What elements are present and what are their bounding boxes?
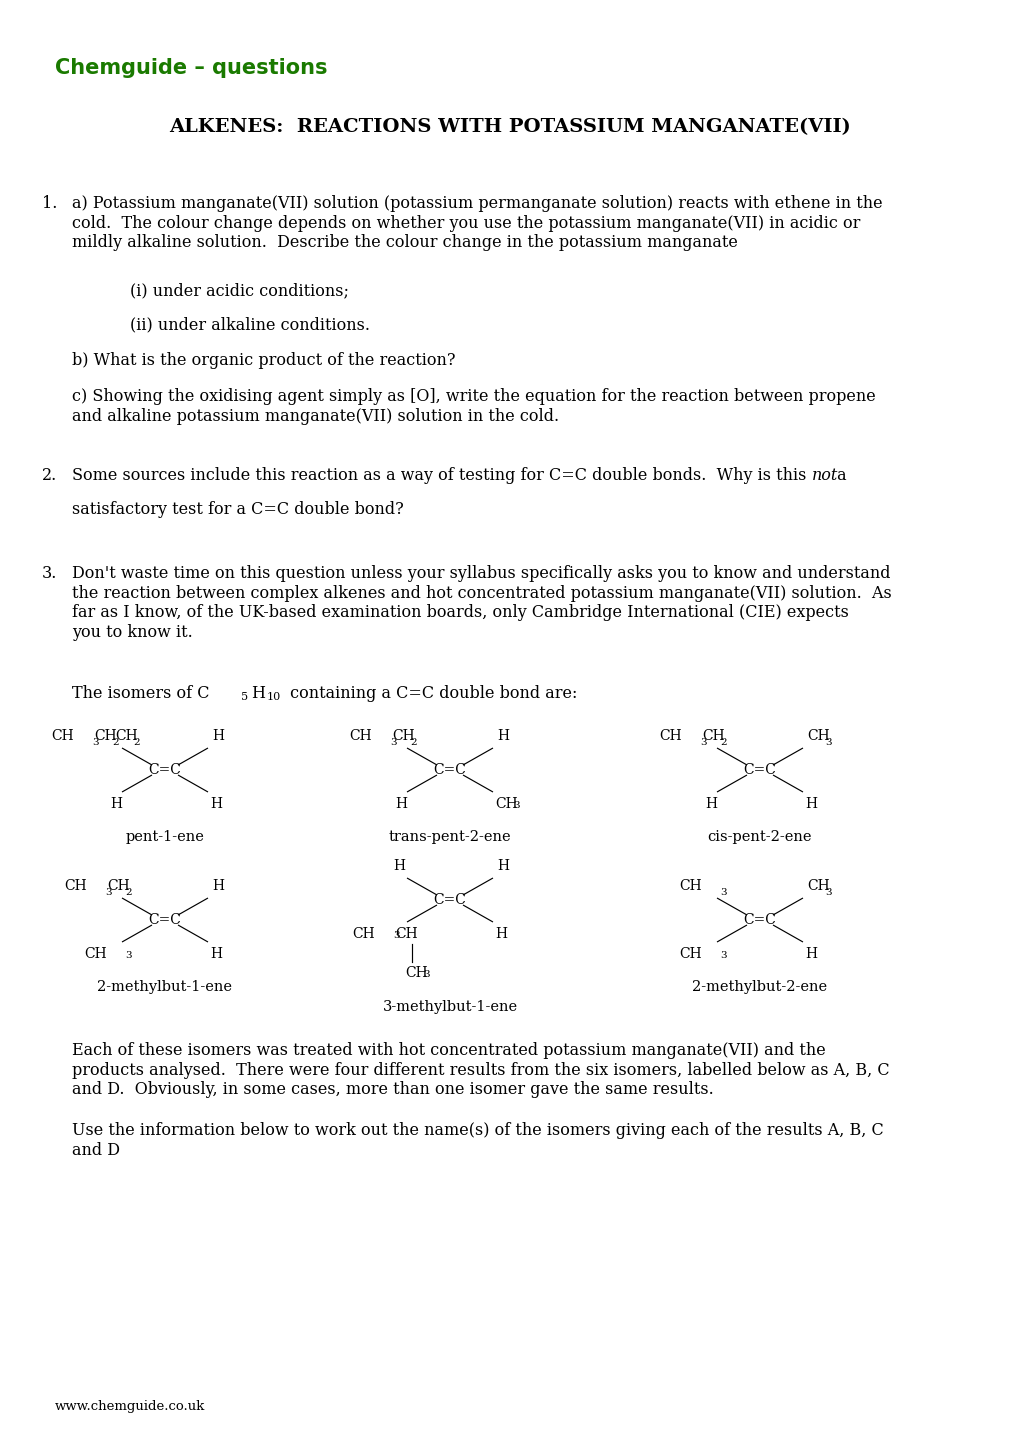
Text: Don't waste time on this question unless your syllabus specifically asks you to : Don't waste time on this question unless… [72,566,891,641]
Text: 3: 3 [824,887,830,898]
Text: C=C: C=C [149,913,181,926]
Text: CH: CH [806,879,828,893]
Text: a) Potassium manganate(VII) solution (potassium permanganate solution) reacts wi: a) Potassium manganate(VII) solution (po… [72,195,881,251]
Text: pent-1-ene: pent-1-ene [125,830,204,844]
Text: C=C: C=C [743,913,775,926]
Text: 10: 10 [267,693,281,701]
Text: 3: 3 [824,737,830,747]
Text: CH: CH [352,926,375,941]
Text: a: a [832,468,846,483]
Text: CH: CH [701,729,723,743]
Text: not: not [811,468,838,483]
Text: 3: 3 [719,951,726,960]
Text: CH: CH [94,729,116,743]
Text: 2-methylbut-2-ene: 2-methylbut-2-ene [692,980,826,994]
Text: CH: CH [51,729,74,743]
Text: 3: 3 [423,970,429,978]
Text: H: H [210,947,222,961]
Text: H: H [392,859,405,873]
Text: 2: 2 [132,737,140,747]
Text: 2: 2 [112,737,118,747]
Text: H: H [496,729,508,743]
Text: 2-methylbut-1-ene: 2-methylbut-1-ene [98,980,232,994]
Text: (i) under acidic conditions;: (i) under acidic conditions; [129,281,348,299]
Text: H: H [212,729,224,743]
Text: 3-methylbut-1-ene: 3-methylbut-1-ene [382,1000,517,1014]
Text: 3: 3 [389,737,396,747]
Text: c) Showing the oxidising agent simply as [O], write the equation for the reactio: c) Showing the oxidising agent simply as… [72,388,875,424]
Text: 3: 3 [699,737,706,747]
Text: H: H [394,797,407,811]
Text: CH: CH [658,729,682,743]
Text: CH: CH [85,947,107,961]
Text: CH: CH [494,797,517,811]
Text: 2: 2 [410,737,416,747]
Text: 2: 2 [125,887,131,898]
Text: H: H [494,926,506,941]
Text: H: H [804,797,816,811]
Text: 3: 3 [92,737,99,747]
Text: CH: CH [350,729,372,743]
Text: CH: CH [115,729,138,743]
Text: H: H [804,947,816,961]
Text: CH: CH [679,947,701,961]
Text: 3: 3 [125,951,131,960]
Text: C=C: C=C [743,763,775,776]
Text: H: H [496,859,508,873]
Text: cis-pent-2-ene: cis-pent-2-ene [707,830,811,844]
Text: The isomers of C: The isomers of C [72,685,209,701]
Text: trans-pent-2-ene: trans-pent-2-ene [388,830,511,844]
Text: 3.: 3. [42,566,57,582]
Text: CH: CH [679,879,701,893]
Text: H: H [212,879,224,893]
Text: 3: 3 [513,801,519,810]
Text: CH: CH [64,879,87,893]
Text: 2: 2 [719,737,726,747]
Text: www.chemguide.co.uk: www.chemguide.co.uk [55,1400,205,1413]
Text: Some sources include this reaction as a way of testing for C=C double bonds.  Wh: Some sources include this reaction as a … [72,468,811,483]
Text: H: H [704,797,716,811]
Text: CH: CH [107,879,129,893]
Text: 3: 3 [392,931,399,939]
Text: satisfactory test for a C=C double bond?: satisfactory test for a C=C double bond? [72,501,404,518]
Text: Chemguide – questions: Chemguide – questions [55,58,327,78]
Text: C=C: C=C [433,763,466,776]
Text: (ii) under alkaline conditions.: (ii) under alkaline conditions. [129,316,370,333]
Text: 3: 3 [719,887,726,898]
Text: b) What is the organic product of the reaction?: b) What is the organic product of the re… [72,352,455,369]
Text: 3: 3 [105,887,111,898]
Text: H: H [210,797,222,811]
Text: CH: CH [806,729,828,743]
Text: Use the information below to work out the name(s) of the isomers giving each of : Use the information below to work out th… [72,1123,882,1159]
Text: C=C: C=C [433,893,466,908]
Text: 2.: 2. [42,468,57,483]
Text: ALKENES:  REACTIONS WITH POTASSIUM MANGANATE(VII): ALKENES: REACTIONS WITH POTASSIUM MANGAN… [169,118,850,136]
Text: C=C: C=C [149,763,181,776]
Text: H: H [251,685,265,701]
Text: CH: CH [394,926,417,941]
Text: containing a C=C double bond are:: containing a C=C double bond are: [284,685,577,701]
Text: 5: 5 [240,693,248,701]
Text: CH: CH [391,729,414,743]
Text: 1.: 1. [42,195,57,212]
Text: CH: CH [405,965,427,980]
Text: Each of these isomers was treated with hot concentrated potassium manganate(VII): Each of these isomers was treated with h… [72,1042,889,1098]
Text: H: H [110,797,122,811]
